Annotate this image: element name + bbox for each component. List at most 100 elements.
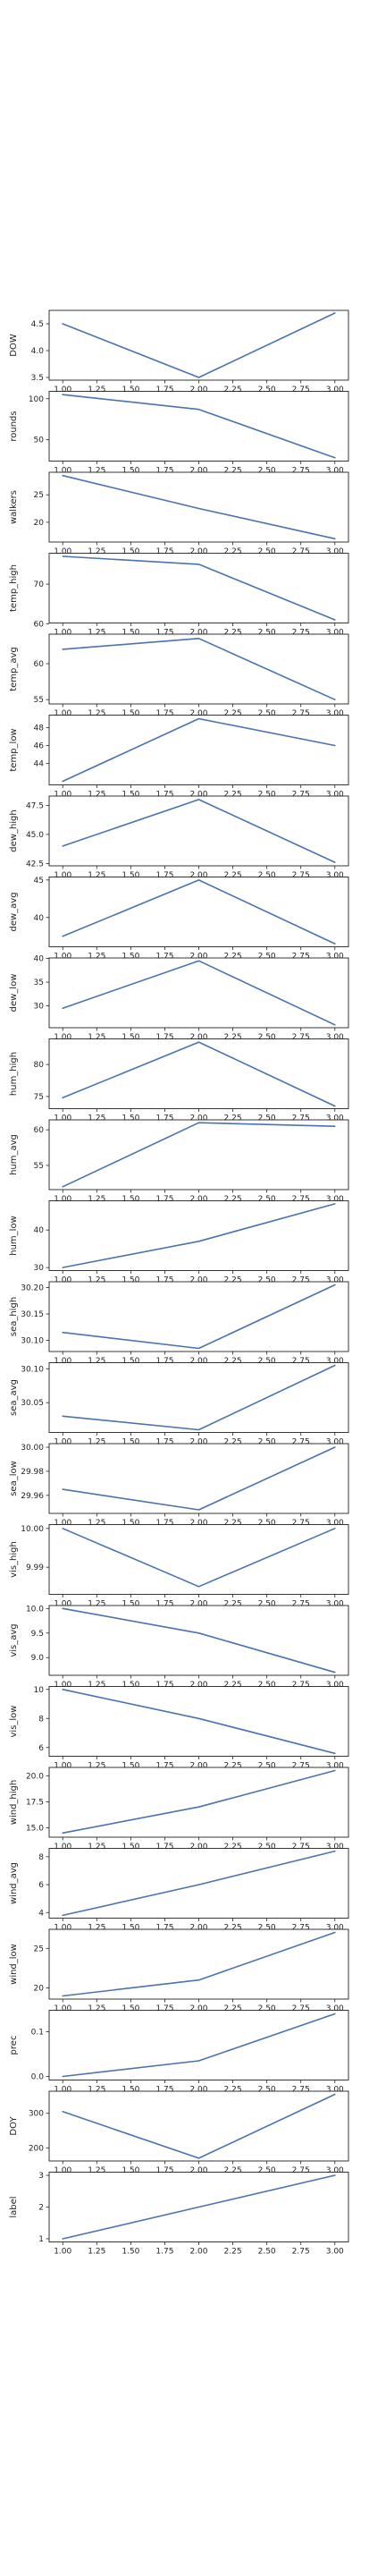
y-tick-label: 30.10 (21, 1337, 44, 1346)
x-tick-label: 1.50 (122, 1438, 139, 1447)
x-tick-label: 2.00 (189, 1114, 207, 1123)
x-tick-label: 2.25 (224, 629, 242, 638)
x-tick-label: 2.75 (292, 2248, 310, 2257)
x-tick-label: 1.25 (88, 1843, 105, 1852)
x-tick-label: 1.00 (54, 2248, 71, 2257)
y-axis-label: vis_low (9, 1706, 19, 1738)
x-tick-label: 2.75 (292, 547, 310, 556)
x-tick-label: 1.00 (54, 1114, 71, 1123)
y-tick-label: 4 (38, 1909, 44, 1918)
x-tick-label: 2.50 (258, 1843, 276, 1852)
y-axis-label: wind_low (9, 1944, 19, 1985)
x-tick-label: 2.75 (292, 1843, 310, 1852)
y-tick-label: 30 (34, 1264, 45, 1273)
subplot-DOY: 200 300 1.00 1.25 1.50 1.75 2.00 2.25 2.50 2.75 3.… (9, 2090, 349, 2175)
y-tick-label: 55 (34, 696, 44, 705)
x-tick-label: 2.50 (258, 791, 276, 800)
x-tick-label: 3.00 (326, 467, 344, 476)
x-tick-label: 3.00 (326, 1276, 344, 1285)
x-tick-label: 1.25 (88, 1276, 105, 1285)
y-tick-label: 46 (34, 742, 45, 751)
x-tick-label: 2.00 (189, 1762, 207, 1771)
x-tick-label: 3.00 (326, 1843, 344, 1852)
y-tick-label: 0.1 (31, 2029, 44, 2038)
x-tick-label: 2.50 (258, 1438, 276, 1447)
x-tick-label: 3.00 (326, 1762, 344, 1771)
y-axis-label: vis_high (9, 1541, 19, 1578)
subplot-prec: 0.0 0.1 1.00 1.25 1.50 1.75 2.00 2.25 2.50 2.75 3.… (9, 2010, 349, 2095)
y-tick-label: 17.5 (26, 1798, 44, 1807)
x-tick-label: 2.00 (189, 1033, 207, 1042)
axes-frame (48, 1605, 349, 1676)
x-tick-label: 1.75 (155, 1681, 173, 1690)
y-axis-label: label (9, 2196, 19, 2217)
x-tick-label: 2.00 (189, 2248, 207, 2257)
x-tick-label: 1.00 (54, 1438, 71, 1447)
x-tick-label: 2.00 (189, 1924, 207, 1933)
x-tick-label: 1.50 (122, 1600, 139, 1609)
y-tick-label: 70 (34, 580, 45, 589)
y-tick-label: 3.5 (31, 374, 44, 383)
y-axis-label: temp_high (9, 564, 19, 612)
y-tick-label: 30.10 (21, 1365, 44, 1374)
x-tick-label: 2.50 (258, 953, 276, 962)
x-tick-label: 1.75 (155, 1438, 173, 1447)
x-tick-label: 1.50 (122, 2004, 139, 2013)
x-tick-label: 2.50 (258, 1681, 276, 1690)
x-tick-label: 2.50 (258, 2166, 276, 2175)
x-tick-label: 1.25 (88, 1762, 105, 1771)
x-tick-label: 2.25 (224, 1438, 242, 1447)
y-tick-label: 9.5 (31, 1630, 44, 1639)
x-tick-label: 2.75 (292, 1762, 310, 1771)
x-tick-label: 2.50 (258, 629, 276, 638)
x-tick-label: 1.00 (54, 2004, 71, 2013)
x-tick-label: 1.25 (88, 467, 105, 476)
y-tick-label: 80 (34, 1061, 45, 1070)
x-tick-label: 2.25 (224, 467, 242, 476)
x-tick-label: 1.00 (54, 386, 71, 394)
x-tick-label: 1.50 (122, 1762, 139, 1771)
series-line-wind_avg (62, 1850, 336, 1917)
x-tick-label: 2.25 (224, 1276, 242, 1285)
x-tick-label: 1.75 (155, 1276, 173, 1285)
x-tick-label: 1.25 (88, 953, 105, 962)
axes-frame (48, 391, 349, 462)
y-tick-label: 300 (29, 2110, 44, 2119)
axes-frame (48, 877, 349, 947)
series-line-vis_low (62, 1689, 336, 1755)
x-tick-label: 1.50 (122, 547, 139, 556)
x-tick-label: 2.75 (292, 709, 310, 718)
series-line-vis_high (62, 1528, 336, 1588)
y-tick-label: 6 (38, 1881, 44, 1890)
x-tick-label: 2.00 (189, 467, 207, 476)
x-tick-label: 1.75 (155, 953, 173, 962)
y-tick-label: 25 (34, 491, 44, 500)
x-tick-label: 1.75 (155, 1357, 173, 1366)
y-tick-label: 8 (38, 1715, 44, 1724)
x-tick-label: 3.00 (326, 871, 344, 880)
x-tick-label: 1.25 (88, 1438, 105, 1447)
x-tick-label: 2.25 (224, 871, 242, 880)
x-tick-label: 2.75 (292, 629, 310, 638)
x-tick-label: 1.25 (88, 1114, 105, 1123)
y-tick-label: 29.98 (21, 1468, 44, 1477)
x-tick-label: 2.25 (224, 547, 242, 556)
y-tick-label: 75 (34, 1093, 44, 1102)
subplot-dew_low: 30 35 40 1.00 1.25 1.50 1.75 2.00 2.25 2.50 2.75 3.… (9, 955, 349, 1042)
subplot-temp_avg: 55 60 1.00 1.25 1.50 1.75 2.00 2.25 2.50 2.75 3.00… (9, 633, 349, 718)
x-tick-label: 1.75 (155, 2248, 173, 2257)
y-axis-label: wind_avg (9, 1862, 19, 1904)
x-tick-label: 2.00 (189, 1276, 207, 1285)
y-axis-label: walkers (9, 490, 19, 524)
series-line-wind_low (62, 1931, 336, 1997)
y-tick-label: 44 (34, 760, 45, 769)
series-line-temp_low (62, 717, 336, 783)
y-tick-label: 1 (38, 2235, 44, 2244)
x-tick-label: 1.25 (88, 1195, 105, 1204)
x-tick-label: 1.75 (155, 1843, 173, 1852)
x-tick-label: 1.50 (122, 953, 139, 962)
x-tick-label: 1.25 (88, 791, 105, 800)
y-tick-label: 200 (29, 2144, 44, 2153)
y-axis-label: sea_low (9, 1461, 19, 1496)
x-tick-label: 1.25 (88, 2086, 105, 2095)
